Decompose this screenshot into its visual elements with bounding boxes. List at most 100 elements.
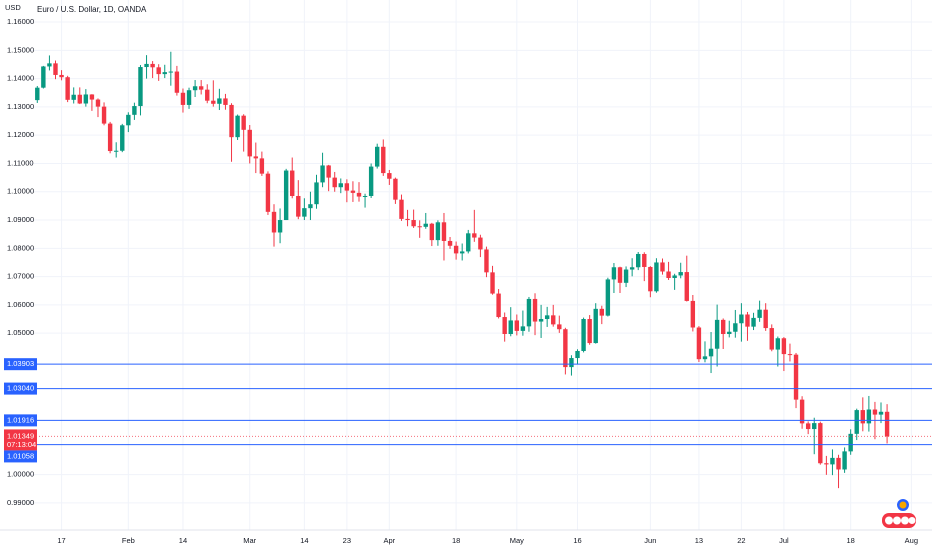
candle-body bbox=[41, 66, 46, 88]
candle-body bbox=[290, 170, 295, 196]
candle-body bbox=[144, 63, 149, 68]
candle-body bbox=[53, 63, 58, 75]
logo-dot bbox=[885, 516, 893, 525]
candle-body bbox=[623, 269, 629, 283]
candle-body bbox=[229, 104, 234, 138]
candle-body bbox=[836, 457, 841, 470]
candle-body bbox=[854, 410, 859, 434]
horizontal-line-label: 1.01916 bbox=[7, 415, 34, 424]
currency-label: USD bbox=[5, 3, 21, 12]
candle-body bbox=[344, 183, 350, 191]
candle-body bbox=[757, 309, 762, 318]
candle-body bbox=[763, 309, 768, 329]
x-tick-label: Apr bbox=[384, 536, 396, 545]
candle-body bbox=[557, 324, 562, 330]
candle-body bbox=[283, 170, 289, 221]
countdown-label: 07:13:04 bbox=[7, 440, 36, 449]
candle-body bbox=[59, 74, 64, 78]
x-tick-label: 14 bbox=[179, 536, 187, 545]
candle-body bbox=[162, 72, 167, 75]
candle-body bbox=[666, 271, 671, 279]
candle-body bbox=[180, 92, 186, 105]
candle-body bbox=[271, 211, 277, 233]
y-tick-label: 1.16000 bbox=[7, 17, 34, 26]
candle-body bbox=[77, 94, 82, 104]
candle-body bbox=[781, 338, 787, 355]
candle-body bbox=[65, 77, 70, 100]
candle-body bbox=[107, 123, 113, 152]
last-price-label: 1.01349 bbox=[7, 431, 34, 440]
candle-body bbox=[587, 319, 592, 344]
candle-body bbox=[538, 319, 544, 322]
candle-body bbox=[878, 411, 884, 415]
candle-body bbox=[259, 158, 265, 174]
candle-body bbox=[727, 331, 732, 335]
candle-body bbox=[642, 253, 647, 267]
x-tick-label: 23 bbox=[343, 536, 351, 545]
candle-body bbox=[569, 358, 574, 368]
y-tick-label: 1.12000 bbox=[7, 130, 34, 139]
candle-body bbox=[502, 317, 507, 335]
candle-body bbox=[277, 220, 283, 233]
candle-body bbox=[47, 63, 52, 67]
y-tick-label: 1.07000 bbox=[7, 272, 34, 281]
candle-body bbox=[138, 67, 143, 107]
candle-body bbox=[71, 94, 76, 100]
candle-body bbox=[799, 399, 805, 424]
candle-body bbox=[320, 165, 325, 183]
candle-body bbox=[83, 94, 89, 104]
candle-body bbox=[423, 223, 428, 227]
horizontal-line-box bbox=[4, 414, 37, 427]
candle-body bbox=[356, 192, 362, 197]
candle-body bbox=[192, 86, 198, 91]
candle-body bbox=[514, 320, 520, 331]
candle-body bbox=[478, 237, 483, 250]
candle-body bbox=[733, 323, 738, 332]
x-tick-label: Mar bbox=[243, 536, 256, 545]
candle-body bbox=[405, 218, 410, 221]
candle-body bbox=[739, 314, 744, 324]
horizontal-line-box bbox=[4, 450, 37, 463]
candle-body bbox=[120, 125, 125, 151]
candle-body bbox=[132, 106, 137, 115]
candle-body bbox=[787, 354, 793, 356]
candle-body bbox=[520, 326, 526, 331]
x-tick-label: 18 bbox=[846, 536, 854, 545]
chart-title: Euro / U.S. Dollar, 1D, OANDA bbox=[37, 5, 147, 14]
candle-body bbox=[708, 348, 714, 357]
candle-body bbox=[860, 410, 866, 424]
candle-body bbox=[198, 86, 204, 90]
candle-body bbox=[508, 320, 513, 335]
y-tick-label: 1.06000 bbox=[7, 300, 34, 309]
candle-body bbox=[605, 279, 611, 316]
logo-circle bbox=[899, 501, 907, 509]
candle-body bbox=[381, 146, 386, 174]
candle-body bbox=[435, 222, 441, 241]
candle-body bbox=[532, 298, 538, 322]
logo-dot bbox=[901, 516, 909, 525]
horizontal-line-box bbox=[4, 382, 37, 395]
candle-body bbox=[447, 240, 453, 246]
y-tick-label: 1.14000 bbox=[7, 74, 34, 83]
candle-body bbox=[472, 233, 477, 238]
candle-body bbox=[429, 223, 435, 241]
candle-body bbox=[696, 327, 702, 360]
x-tick-label: May bbox=[510, 536, 524, 545]
candle-body bbox=[593, 308, 598, 344]
candle-body bbox=[496, 293, 501, 318]
candle-body bbox=[247, 129, 252, 157]
candle-body bbox=[95, 99, 101, 107]
logo bbox=[882, 499, 916, 528]
candle-body bbox=[362, 195, 368, 197]
y-tick-label: 1.09000 bbox=[7, 215, 34, 224]
x-tick-label: 17 bbox=[57, 536, 65, 545]
candle-body bbox=[168, 71, 174, 73]
candle-body bbox=[812, 423, 817, 430]
candle-body bbox=[174, 71, 180, 93]
candle-body bbox=[617, 267, 623, 283]
logo-dot bbox=[908, 517, 916, 524]
candle-body bbox=[793, 354, 799, 400]
candle-body bbox=[241, 115, 246, 130]
candle-body bbox=[453, 245, 459, 254]
candle-body bbox=[308, 204, 313, 209]
